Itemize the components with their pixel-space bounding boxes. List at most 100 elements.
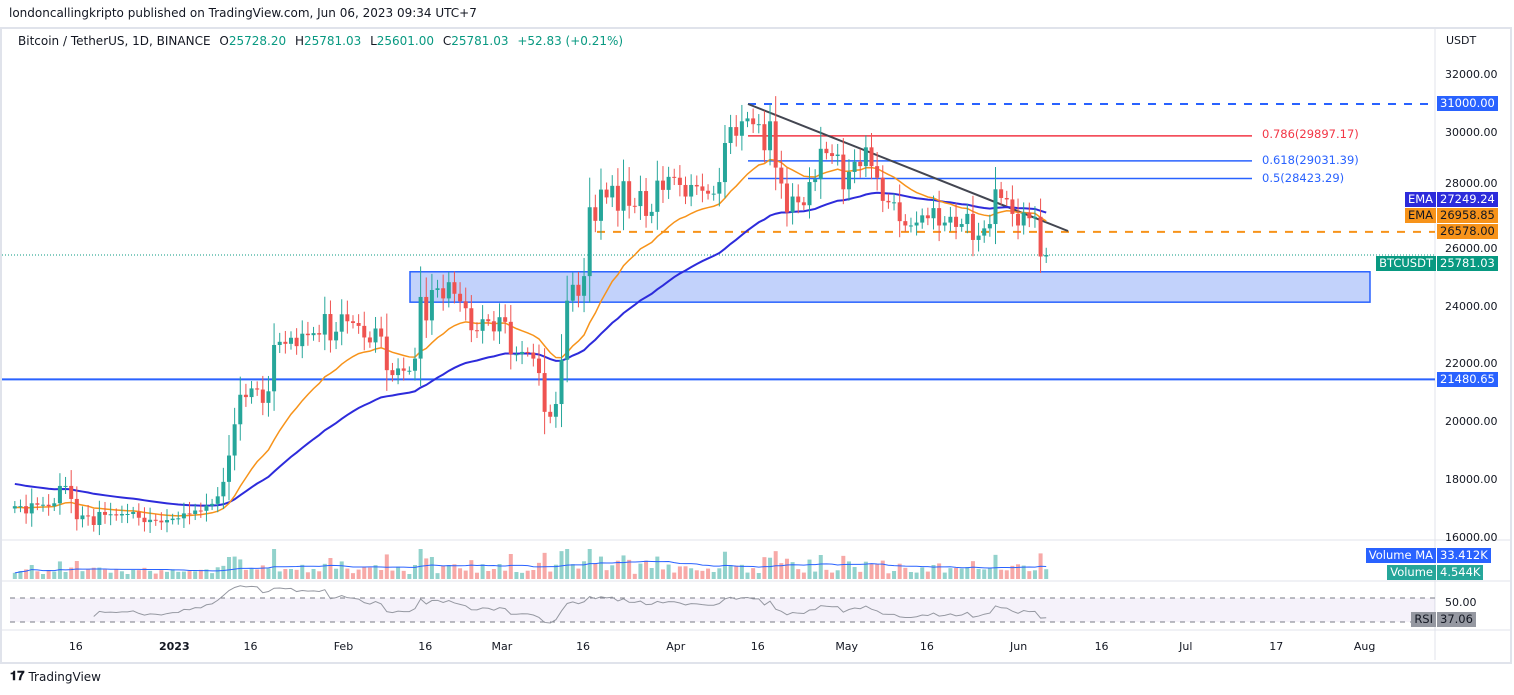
volume-bar — [801, 572, 806, 579]
candle-body — [148, 519, 153, 523]
candle-body — [463, 301, 468, 309]
candle-body — [52, 503, 57, 507]
ema-slow-line — [14, 191, 1047, 507]
chart-frame — [0, 27, 1512, 664]
volume-bar — [384, 554, 389, 579]
volume-bar — [542, 552, 547, 579]
candle-body — [937, 208, 942, 226]
volume-bar — [745, 572, 750, 579]
volume-bar — [317, 571, 322, 579]
candle-body — [689, 184, 694, 197]
rsi-band — [10, 598, 1435, 622]
volume-bar — [407, 574, 412, 579]
volume-bar — [339, 561, 344, 579]
x-tick-label: 16 — [243, 640, 258, 653]
x-tick-label: Apr — [666, 640, 686, 653]
volume-bar — [993, 554, 998, 579]
volume-bar — [277, 571, 282, 579]
volume-bar — [565, 549, 570, 579]
candle-body — [429, 290, 434, 321]
ohlc-close-value: 25781.03 — [451, 34, 509, 48]
candle-body — [260, 389, 265, 403]
candle-body — [751, 118, 756, 125]
volume-bar — [824, 569, 829, 579]
candle-body — [824, 148, 829, 154]
ema-fast-label: EMA — [1404, 208, 1436, 223]
candle-body — [655, 180, 660, 212]
candle-body — [999, 189, 1004, 198]
volume-bar — [706, 568, 711, 579]
volume-bar — [187, 570, 192, 579]
candle-body — [86, 515, 91, 517]
volume-bar — [210, 573, 215, 579]
candle-body — [153, 519, 158, 521]
volume-bar — [238, 559, 243, 579]
volume-bar — [570, 564, 575, 579]
candle-body — [221, 481, 226, 497]
candle-body — [474, 330, 479, 332]
volume-bar — [1032, 570, 1037, 579]
volume-bar — [576, 568, 581, 579]
candle-body — [390, 370, 395, 376]
volume-bar — [379, 570, 384, 579]
candle-body — [1032, 216, 1037, 219]
candle-body — [869, 147, 874, 167]
volume-bar — [424, 558, 429, 579]
ema-fast-value: 26958.85 — [1437, 208, 1498, 223]
volume-bar — [322, 563, 327, 579]
volume-bar — [582, 561, 587, 579]
volume-bar — [446, 565, 451, 579]
volume-bar — [435, 573, 440, 579]
candle-body — [801, 202, 806, 206]
candle-body — [215, 496, 220, 504]
x-tick-label: 2023 — [159, 640, 190, 653]
volume-bar — [514, 572, 519, 579]
candle-body — [610, 185, 615, 198]
candle-body — [892, 202, 897, 204]
volume-bar — [356, 569, 361, 579]
candle-body — [41, 504, 46, 506]
volume-bar — [103, 569, 108, 579]
volume-bar — [249, 568, 254, 579]
candle-body — [198, 510, 203, 512]
tradingview-logo[interactable]: 𝟏𝟕 TradingView — [10, 669, 101, 684]
volume-bar — [784, 558, 789, 579]
candle-body — [717, 182, 722, 194]
level-31000-tag: 31000.00 — [1437, 96, 1498, 111]
volume-bar — [288, 569, 293, 579]
candle-body — [63, 485, 68, 487]
volume-bar — [441, 566, 446, 579]
rsi-line — [93, 585, 1047, 624]
candle-body — [621, 181, 626, 211]
tv-logo-icon: 𝟏𝟕 — [10, 669, 25, 684]
candle-body — [12, 506, 17, 509]
volume-bar — [880, 560, 885, 579]
symbol-legend: Bitcoin / TetherUS, 1D, BINANCE O25728.2… — [18, 34, 628, 48]
y-tick-label: 28000.00 — [1445, 176, 1498, 190]
volume-bar — [615, 560, 620, 579]
volume-ma-line — [14, 560, 1047, 574]
volume-bar — [948, 568, 953, 579]
volume-bar — [181, 571, 186, 579]
candle-body — [818, 148, 823, 180]
volume-bar — [841, 555, 846, 579]
volume-bar — [29, 565, 34, 579]
candle-body — [294, 337, 299, 347]
volume-bar — [931, 565, 936, 579]
volume-bar — [69, 567, 74, 579]
volume-bar — [813, 571, 818, 579]
candle-body — [773, 121, 778, 168]
volume-bar — [486, 571, 491, 579]
volume-bar — [35, 571, 40, 579]
volume-bar — [221, 565, 226, 579]
x-tick-label: May — [835, 640, 859, 653]
candle-body — [638, 191, 643, 207]
candle-body — [29, 503, 34, 514]
volume-bar — [807, 559, 812, 579]
candle-body — [1044, 254, 1049, 257]
volume-bar — [908, 572, 913, 579]
volume-bar — [976, 568, 981, 579]
volume-bar — [159, 570, 164, 579]
volume-bar — [818, 555, 823, 579]
